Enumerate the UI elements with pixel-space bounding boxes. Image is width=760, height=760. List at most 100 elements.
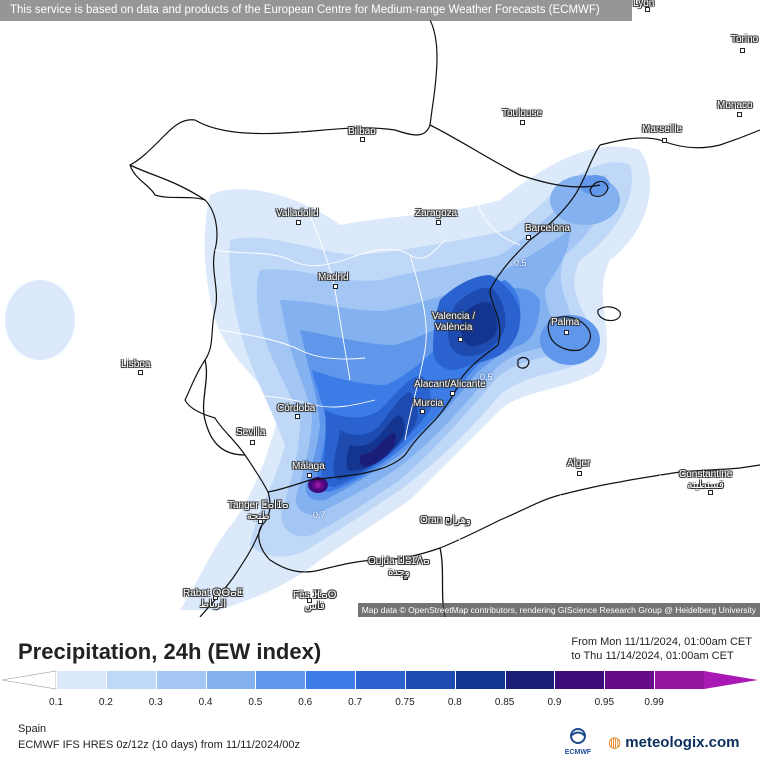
city-label-valencia: Valencia / València bbox=[432, 311, 476, 333]
city-label-monaco: Monaco bbox=[717, 100, 753, 111]
city-marker[interactable] bbox=[564, 330, 569, 335]
color-scale bbox=[0, 669, 760, 691]
city-label-zaragoza: Zaragoza bbox=[415, 208, 458, 219]
city-label-malaga: Málaga bbox=[292, 461, 325, 472]
region-label: Spain bbox=[18, 723, 47, 735]
city-marker[interactable] bbox=[420, 409, 425, 414]
city-marker[interactable] bbox=[737, 112, 742, 117]
color-scale-segment bbox=[105, 671, 156, 689]
city-label-bilbao: Bilbao bbox=[348, 126, 376, 137]
color-scale-tick: 0.2 bbox=[98, 697, 113, 708]
color-scale-segment bbox=[404, 671, 455, 689]
city-label-lisboa: Lisboa bbox=[121, 359, 151, 370]
contour-label: 0.5 bbox=[480, 372, 493, 382]
color-scale-tick: 0.1 bbox=[49, 697, 63, 708]
city-label-valladolid: Valladolid bbox=[276, 208, 319, 219]
time-range-from: From Mon 11/11/2024, 01:00am CET bbox=[571, 636, 752, 648]
color-scale-tick: 0.7 bbox=[348, 697, 363, 708]
color-scale-segment bbox=[604, 671, 655, 689]
city-marker[interactable] bbox=[295, 414, 300, 419]
color-scale-segment bbox=[654, 671, 704, 689]
city-marker[interactable] bbox=[258, 519, 263, 524]
city-label-murcia: Murcia bbox=[413, 398, 444, 409]
city-marker[interactable] bbox=[307, 473, 312, 478]
city-marker[interactable] bbox=[520, 120, 525, 125]
city-marker[interactable] bbox=[577, 471, 582, 476]
city-label-fes: Fès ⴼⴰⵙ فاس bbox=[293, 590, 337, 612]
city-label-lyon: Lyon bbox=[633, 0, 655, 9]
city-label-sevilla: Sevilla bbox=[236, 427, 266, 438]
color-scale-tick: 0.3 bbox=[148, 697, 163, 708]
color-scale-segment bbox=[56, 671, 106, 689]
city-marker[interactable] bbox=[708, 490, 713, 495]
city-marker[interactable] bbox=[307, 598, 312, 603]
city-label-toulouse: Toulouse bbox=[502, 108, 543, 119]
city-label-tanger: Tanger ⵟⴰⵏⵊⴰ طنجة bbox=[228, 500, 289, 522]
city-marker[interactable] bbox=[450, 391, 455, 396]
coastlines bbox=[129, 19, 760, 617]
city-label-palma: Palma bbox=[551, 317, 580, 328]
contour-label: 0.7 bbox=[313, 510, 326, 520]
color-scale-tick: 0.75 bbox=[395, 697, 415, 708]
color-scale-tick: 0.5 bbox=[248, 697, 263, 708]
city-label-marseille: Marseille bbox=[642, 124, 683, 135]
color-scale-tick: 0.6 bbox=[298, 697, 313, 708]
time-range: From Mon 11/11/2024, 01:00am CET to Thu … bbox=[571, 635, 752, 663]
legend-footer: Precipitation, 24h (EW index) From Mon 1… bbox=[0, 617, 760, 760]
color-scale-segment bbox=[454, 671, 505, 689]
city-label-constantine: Constantine قسنطينة bbox=[679, 469, 733, 491]
color-scale-tick: 0.8 bbox=[447, 697, 462, 708]
data-source-banner: This service is based on data and produc… bbox=[0, 0, 632, 21]
color-scale-segment bbox=[255, 671, 306, 689]
city-marker[interactable] bbox=[403, 575, 408, 580]
city-marker[interactable] bbox=[526, 235, 531, 240]
time-range-to: to Thu 11/14/2024, 01:00am CET bbox=[571, 650, 734, 662]
city-label-oran: Oran وهران bbox=[420, 515, 471, 526]
map-attribution: Map data © OpenStreetMap contributors, r… bbox=[357, 603, 760, 617]
color-scale-segment bbox=[155, 671, 206, 689]
meteologix-icon: ◍ bbox=[608, 734, 622, 751]
color-scale-segment bbox=[504, 671, 555, 689]
city-marker[interactable] bbox=[333, 284, 338, 289]
city-label-oujda: Oujda ⵡⵓⵊⴷⴰ وجدة bbox=[368, 556, 430, 578]
city-label-cordoba: Córdoba bbox=[277, 403, 316, 414]
color-scale-tick: 0.9 bbox=[547, 697, 562, 708]
color-scale-ticks: 0.1 0.2 0.3 0.4 0.5 0.6 0.7 0.75 0.8 0.85 0.9 0.95 0… bbox=[0, 697, 760, 711]
city-marker[interactable] bbox=[445, 517, 450, 522]
svg-text:ECMWF: ECMWF bbox=[565, 749, 592, 756]
country-borders bbox=[129, 124, 601, 617]
city-marker[interactable] bbox=[213, 595, 218, 600]
city-marker[interactable] bbox=[645, 7, 650, 12]
city-marker[interactable] bbox=[458, 337, 463, 342]
city-label-alger: Alger bbox=[567, 458, 591, 469]
color-scale-segment bbox=[554, 671, 605, 689]
color-scale-segment bbox=[205, 671, 256, 689]
city-marker[interactable] bbox=[360, 137, 365, 142]
city-marker[interactable] bbox=[740, 48, 745, 53]
meteologix-label: meteologix.com bbox=[625, 734, 740, 751]
model-run-label: ECMWF IFS HRES 0z/12z (10 days) from 11/… bbox=[18, 739, 301, 751]
city-marker[interactable] bbox=[436, 220, 441, 225]
color-scale-tick: 0.85 bbox=[494, 697, 515, 708]
city-marker[interactable] bbox=[250, 440, 255, 445]
city-label-rabat: Rabat ⵕⴱⴰⵟ الرباط bbox=[183, 588, 243, 610]
color-scale-tick: 0.95 bbox=[594, 697, 615, 708]
meteologix-logo[interactable]: ◍ meteologix.com bbox=[608, 733, 739, 751]
ecmwf-logo-icon[interactable]: ECMWF bbox=[560, 727, 596, 757]
city-label-torino: Torino bbox=[731, 34, 759, 45]
city-label-barcelona: Barcelona bbox=[525, 223, 571, 234]
color-scale-tick: 0.4 bbox=[198, 697, 213, 708]
city-marker[interactable] bbox=[296, 220, 301, 225]
precip-field bbox=[5, 146, 650, 610]
color-scale-segment bbox=[305, 671, 356, 689]
precipitation-map[interactable]: This service is based on data and produc… bbox=[0, 0, 760, 617]
city-marker[interactable] bbox=[662, 138, 667, 143]
city-label-madrid: Madrid bbox=[318, 272, 349, 283]
color-scale-tick: 0.99 bbox=[644, 697, 664, 708]
map-title: Precipitation, 24h (EW index) bbox=[18, 639, 322, 664]
city-label-alicante: Alacant/Alicante bbox=[414, 379, 486, 390]
map-canvas bbox=[5, 19, 760, 617]
city-marker[interactable] bbox=[138, 370, 143, 375]
color-scale-segment bbox=[355, 671, 405, 689]
contour-label: 0.5 bbox=[514, 258, 527, 268]
